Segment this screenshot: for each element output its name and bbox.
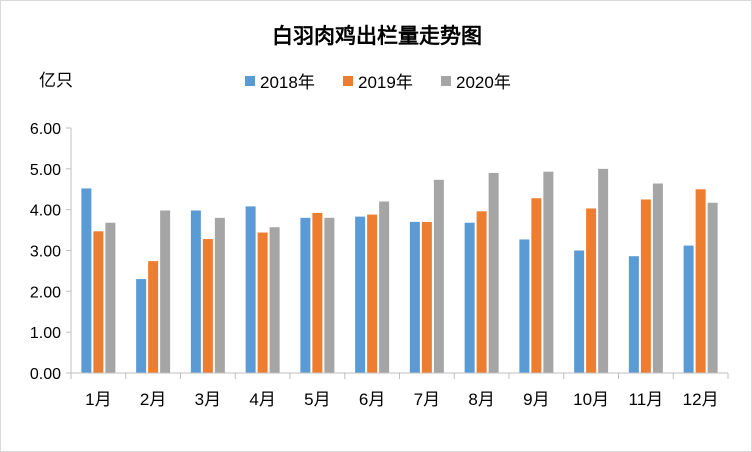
x-tick-label: 3月 bbox=[195, 390, 221, 409]
x-tick-label: 1月 bbox=[85, 390, 111, 409]
bar-2019年-9月 bbox=[531, 198, 542, 373]
bar-2018年-5月 bbox=[300, 217, 311, 373]
x-tick-label: 6月 bbox=[359, 390, 385, 409]
bar-2019年-4月 bbox=[257, 232, 268, 373]
bar-2020年-5月 bbox=[324, 217, 335, 373]
y-tick-label: 2.00 bbox=[30, 284, 61, 301]
bar-2018年-12月 bbox=[683, 245, 694, 373]
bar-2020年-7月 bbox=[433, 179, 444, 373]
y-tick-label: 6.00 bbox=[30, 121, 61, 138]
bar-2018年-4月 bbox=[245, 206, 256, 373]
x-axis-labels: 1月 2月 3月 4月 5月 6月 7月 8月 9月 10月 11月 12月 bbox=[85, 390, 718, 409]
bar-2018年-6月 bbox=[355, 216, 366, 373]
axes bbox=[70, 128, 729, 379]
bar-2020年-6月 bbox=[379, 201, 390, 373]
bar-2020年-2月 bbox=[160, 210, 171, 373]
legend-swatch-2019年 bbox=[343, 76, 353, 86]
y-tick-label: 5.00 bbox=[30, 162, 61, 179]
bar-2018年-1月 bbox=[81, 188, 92, 373]
bar-2020年-3月 bbox=[214, 217, 225, 373]
x-tick-label: 5月 bbox=[304, 390, 330, 409]
bar-2018年-10月 bbox=[574, 250, 585, 373]
x-tick-label: 2月 bbox=[140, 390, 166, 409]
y-tick-label: 1.00 bbox=[30, 325, 61, 342]
legend-label: 2018年 bbox=[260, 73, 315, 92]
bar-2018年-9月 bbox=[519, 239, 530, 373]
legend-label: 2020年 bbox=[456, 73, 511, 92]
bar-2019年-6月 bbox=[367, 214, 378, 373]
y-axis-ticks: 0.00 1.00 2.00 3.00 4.00 5.00 6.00 bbox=[30, 121, 71, 383]
legend: 2018年 2019年 2020年 bbox=[245, 73, 511, 92]
bar-2020年-4月 bbox=[269, 227, 280, 373]
bar-2019年-8月 bbox=[476, 211, 487, 373]
bar-2019年-12月 bbox=[695, 189, 706, 373]
y-tick-label: 3.00 bbox=[30, 244, 61, 261]
legend-swatch-2020年 bbox=[441, 76, 451, 86]
bar-2020年-10月 bbox=[598, 168, 609, 373]
bar-2018年-3月 bbox=[190, 210, 201, 373]
bar-2019年-10月 bbox=[586, 208, 597, 373]
x-tick-label: 7月 bbox=[414, 390, 440, 409]
bar-2018年-2月 bbox=[136, 279, 147, 373]
bar-2019年-7月 bbox=[421, 221, 432, 373]
y-tick-label: 0.00 bbox=[30, 366, 61, 383]
bar-2019年-5月 bbox=[312, 212, 323, 373]
bars bbox=[81, 168, 718, 373]
x-tick-label: 8月 bbox=[468, 390, 494, 409]
chart-title: 白羽肉鸡出栏量走势图 bbox=[272, 24, 482, 48]
x-tick-label: 11月 bbox=[629, 390, 664, 409]
bar-2020年-1月 bbox=[105, 222, 116, 373]
x-tick-label: 9月 bbox=[523, 390, 549, 409]
bar-2019年-3月 bbox=[202, 239, 213, 373]
legend-swatch-2018年 bbox=[245, 76, 255, 86]
y-tick-label: 4.00 bbox=[30, 203, 61, 220]
bar-2020年-12月 bbox=[707, 202, 718, 373]
bar-2019年-2月 bbox=[148, 261, 159, 373]
bar-2018年-8月 bbox=[464, 222, 475, 373]
x-tick-label: 10月 bbox=[573, 390, 609, 409]
bar-2018年-11月 bbox=[628, 256, 639, 373]
x-tick-label: 4月 bbox=[249, 390, 275, 409]
bar-2018年-7月 bbox=[409, 221, 420, 373]
legend-label: 2019年 bbox=[358, 73, 413, 92]
bar-2019年-11月 bbox=[640, 199, 651, 373]
bar-2020年-11月 bbox=[652, 183, 663, 373]
y-axis-unit-label: 亿只 bbox=[39, 71, 73, 90]
bar-2019年-1月 bbox=[93, 231, 104, 373]
bar-2020年-9月 bbox=[543, 171, 554, 373]
x-tick-label: 12月 bbox=[683, 390, 719, 409]
bar-2020年-8月 bbox=[488, 172, 499, 373]
